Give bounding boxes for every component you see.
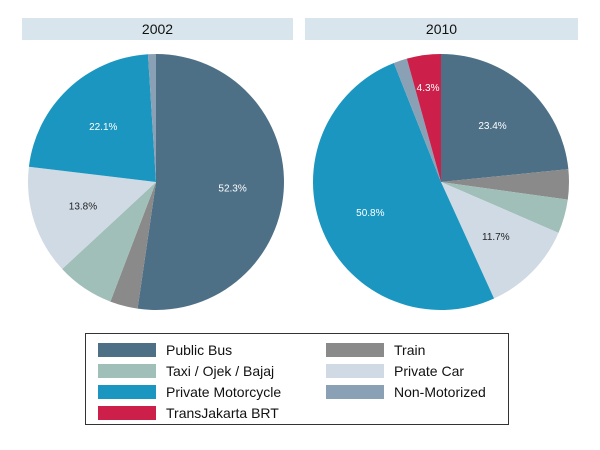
- pie-slice-non-motorized: [147, 54, 156, 182]
- legend-swatch: [98, 364, 156, 378]
- legend-swatch: [98, 406, 156, 420]
- pie-charts: 52.3% 13.8% 22.1% 23.4% 11.7% 50.8% 4.3%: [27, 54, 570, 311]
- legend-swatch: [326, 385, 384, 399]
- pie-slice-private-car: [441, 182, 559, 299]
- pie-title-2010: 2010: [305, 18, 578, 40]
- pie-slice-public-bus: [137, 54, 285, 310]
- legend-label: Taxi / Ojek / Bajaj: [166, 363, 275, 379]
- pie-slice-private-motorcycle: [28, 54, 156, 182]
- pie-slice-transjakarta-brt: [406, 54, 441, 182]
- pie-data-label: 50.8%: [356, 208, 384, 219]
- pie-data-label: 4.3%: [417, 83, 440, 94]
- legend-item-taxi: Taxi / Ojek / Bajaj: [98, 363, 274, 379]
- legend-item-train: Train: [326, 342, 425, 358]
- legend-label: Non-Motorized: [394, 384, 486, 400]
- legend-item-private-car: Private Car: [326, 363, 464, 379]
- pie-slice-taxi-ojek-bajaj: [62, 182, 157, 302]
- legend-item-non-motorized: Non-Motorized: [326, 384, 486, 400]
- legend-item-public-bus: Public Bus: [98, 342, 232, 358]
- legend-item-private-motorcycle: Private Motorcycle: [98, 384, 281, 400]
- pie-slice-private-car: [27, 166, 156, 270]
- legend-label: Public Bus: [166, 342, 233, 358]
- pie-slice-private-motorcycle: [312, 62, 495, 311]
- legend-item-transjakarta-brt: TransJakarta BRT: [98, 405, 279, 421]
- legend-swatch: [98, 385, 156, 399]
- pie-slice-taxi-ojek-bajaj: [441, 182, 568, 233]
- pie-slice-train: [441, 169, 570, 200]
- legend-label: Private Car: [394, 363, 465, 379]
- pie-slice-train: [110, 182, 156, 309]
- pie-slice-public-bus: [441, 54, 569, 182]
- pie-title-2002: 2002: [22, 18, 293, 40]
- legend-swatch: [98, 343, 156, 357]
- legend-swatch: [326, 364, 384, 378]
- pie-data-label: 22.1%: [89, 122, 117, 133]
- pie-data-label: 13.8%: [69, 202, 97, 213]
- legend-swatch: [326, 343, 384, 357]
- legend-label: Train: [394, 342, 426, 358]
- legend-label: Private Motorcycle: [166, 384, 282, 400]
- pie-data-label: 52.3%: [218, 184, 246, 195]
- legend-label: TransJakarta BRT: [166, 405, 279, 421]
- pie-data-label: 23.4%: [478, 121, 506, 132]
- legend: Public Bus Train Taxi / Ojek / Bajaj Pri…: [85, 333, 509, 425]
- pie-slice-non-motorized: [393, 58, 441, 182]
- pie-data-label: 11.7%: [482, 232, 510, 243]
